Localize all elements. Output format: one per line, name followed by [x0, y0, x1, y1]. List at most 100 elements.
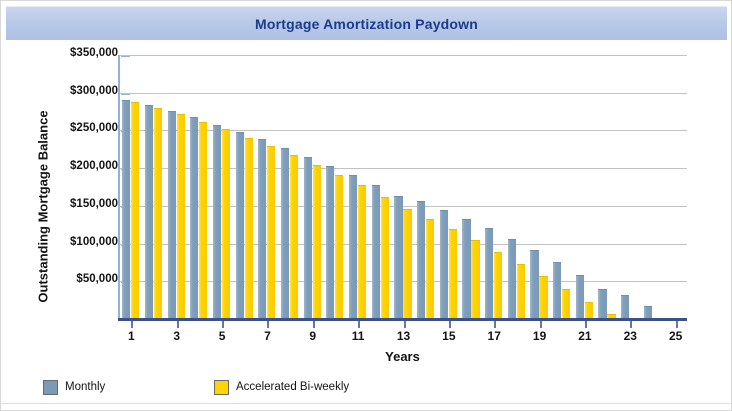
bar-group[interactable]	[188, 55, 211, 319]
x-axis-tick-mark	[403, 321, 406, 328]
bar-accelerated-bi-weekly[interactable]	[562, 288, 571, 319]
bar-group[interactable]	[438, 55, 461, 319]
bar-monthly[interactable]	[348, 175, 358, 319]
x-axis-tick-label: 9	[309, 329, 317, 343]
bar-accelerated-bi-weekly[interactable]	[199, 121, 208, 319]
x-axis-tick-label: 21	[578, 329, 592, 343]
bar-accelerated-bi-weekly[interactable]	[426, 219, 435, 319]
bar-monthly[interactable]	[144, 105, 154, 319]
legend-label-accelerated-bi-weekly: Accelerated Bi-weekly	[236, 381, 350, 393]
bar-accelerated-bi-weekly[interactable]	[607, 314, 616, 319]
bar-group[interactable]	[574, 55, 597, 319]
bar-monthly[interactable]	[417, 201, 426, 319]
legend-item-accelerated-bi-weekly[interactable]: Accelerated Bi-weekly	[214, 377, 349, 397]
x-axis-tick-mark	[176, 321, 179, 328]
bar-series-container	[120, 55, 687, 319]
x-axis-tick-mark	[131, 321, 134, 328]
bar-accelerated-bi-weekly[interactable]	[153, 107, 163, 319]
x-axis-tick-mark	[675, 321, 678, 328]
bar-monthly[interactable]	[280, 147, 290, 319]
x-axis-tick-label: 13	[396, 329, 411, 343]
y-axis-tick-mark	[121, 55, 130, 57]
bar-group[interactable]	[143, 55, 166, 319]
bar-group[interactable]	[528, 55, 551, 319]
bar-accelerated-bi-weekly[interactable]	[312, 164, 321, 319]
bar-monthly[interactable]	[371, 185, 380, 319]
bar-group[interactable]	[551, 55, 574, 319]
bar-monthly[interactable]	[598, 288, 607, 319]
bar-monthly[interactable]	[507, 238, 516, 319]
x-axis-tick-label: 1	[127, 329, 135, 343]
bar-group[interactable]	[120, 55, 143, 319]
x-axis-tick-mark	[312, 321, 315, 328]
bar-group[interactable]	[392, 55, 415, 319]
x-axis-tick-mark	[222, 321, 225, 328]
bar-monthly[interactable]	[235, 131, 244, 319]
bar-accelerated-bi-weekly[interactable]	[448, 229, 457, 319]
bar-accelerated-bi-weekly[interactable]	[335, 174, 344, 319]
x-axis-tick-mark	[539, 321, 542, 328]
bar-monthly[interactable]	[212, 124, 222, 319]
bar-accelerated-bi-weekly[interactable]	[244, 137, 253, 319]
y-axis-ticks: $50,000 $100,000 $150,000 $200,000 $250,000 $…	[13, 41, 130, 371]
bar-group[interactable]	[483, 55, 506, 319]
bar-group[interactable]	[460, 55, 483, 319]
x-axis-tick-label: 19	[532, 329, 547, 343]
bar-monthly[interactable]	[258, 139, 267, 319]
x-axis-tick-label: 25	[668, 329, 683, 343]
x-axis-ticks	[120, 321, 687, 329]
bar-monthly[interactable]	[167, 111, 176, 319]
bar-accelerated-bi-weekly[interactable]	[471, 239, 480, 319]
bar-monthly[interactable]	[575, 275, 584, 319]
bar-group[interactable]	[642, 55, 665, 319]
bar-monthly[interactable]	[643, 305, 652, 319]
bar-group[interactable]	[506, 55, 529, 319]
bar-accelerated-bi-weekly[interactable]	[539, 275, 548, 319]
bar-accelerated-bi-weekly[interactable]	[494, 251, 503, 319]
bar-monthly[interactable]	[553, 262, 562, 319]
bar-accelerated-bi-weekly[interactable]	[516, 263, 525, 319]
panel-bottom-divider	[1, 403, 731, 404]
bar-group[interactable]	[301, 55, 324, 319]
bar-accelerated-bi-weekly[interactable]	[289, 155, 299, 319]
bar-group[interactable]	[324, 55, 347, 319]
bar-group[interactable]	[415, 55, 438, 319]
bar-group[interactable]	[165, 55, 188, 319]
bar-group[interactable]	[369, 55, 392, 319]
bar-group[interactable]	[664, 55, 687, 319]
legend-item-monthly[interactable]: Monthly	[43, 377, 105, 397]
bar-monthly[interactable]	[462, 219, 471, 319]
bar-group[interactable]	[256, 55, 279, 319]
bar-group[interactable]	[619, 55, 642, 319]
bar-accelerated-bi-weekly[interactable]	[584, 302, 593, 319]
y-axis-tick-label: $350,000	[70, 47, 118, 59]
x-axis-title: Years	[385, 349, 420, 364]
bar-group[interactable]	[596, 55, 619, 319]
x-axis-tick-label: 7	[264, 329, 271, 343]
bar-group[interactable]	[347, 55, 370, 319]
bar-monthly[interactable]	[530, 250, 539, 319]
bar-monthly[interactable]	[439, 210, 448, 319]
bar-accelerated-bi-weekly[interactable]	[357, 185, 367, 319]
bar-monthly[interactable]	[122, 100, 131, 319]
bar-accelerated-bi-weekly[interactable]	[176, 114, 185, 319]
bar-accelerated-bi-weekly[interactable]	[131, 101, 140, 319]
panel-title-bar: Mortgage Amortization Paydown	[6, 6, 727, 40]
x-axis-baseline	[118, 318, 687, 321]
bar-monthly[interactable]	[190, 117, 199, 319]
x-axis-tick-mark	[267, 321, 270, 328]
bar-group[interactable]	[233, 55, 256, 319]
x-axis-tick-label: 17	[487, 329, 501, 343]
gridline	[118, 55, 687, 56]
bar-monthly[interactable]	[621, 294, 630, 319]
bar-monthly[interactable]	[394, 195, 403, 319]
bar-accelerated-bi-weekly[interactable]	[221, 129, 231, 319]
bar-accelerated-bi-weekly[interactable]	[403, 209, 412, 319]
bar-group[interactable]	[211, 55, 234, 319]
bar-monthly[interactable]	[326, 165, 335, 319]
bar-monthly[interactable]	[485, 228, 494, 319]
bar-accelerated-bi-weekly[interactable]	[380, 197, 389, 319]
bar-group[interactable]	[279, 55, 302, 319]
bar-monthly[interactable]	[303, 156, 312, 319]
bar-accelerated-bi-weekly[interactable]	[267, 146, 276, 319]
